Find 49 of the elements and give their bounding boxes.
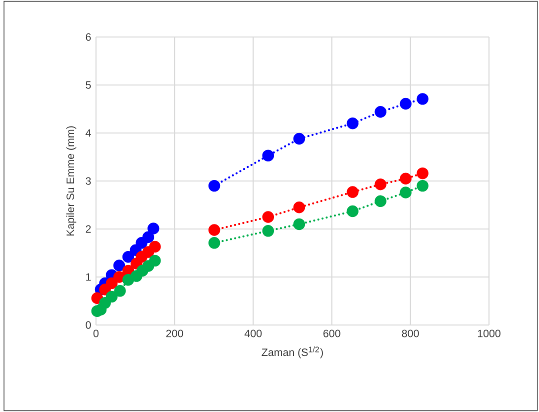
point <box>106 277 118 290</box>
point <box>122 274 134 286</box>
point <box>346 118 359 130</box>
x-tick-label: 1000 <box>478 330 500 338</box>
y-tick-label: 1 <box>86 273 91 281</box>
x-axis-title: Zaman (S$^{1/2}$) <box>262 346 323 358</box>
point <box>122 250 134 263</box>
y-tick-label: 4 <box>86 129 91 137</box>
point <box>149 240 161 253</box>
point <box>148 222 160 234</box>
point <box>416 167 428 180</box>
point <box>416 180 428 192</box>
x-tick-label: 400 <box>244 330 262 338</box>
point <box>346 205 359 218</box>
point <box>208 224 220 236</box>
point <box>346 186 359 198</box>
point <box>374 178 386 190</box>
point <box>208 237 220 249</box>
point <box>106 290 118 303</box>
point <box>99 297 111 309</box>
y-tick-label: 5 <box>86 81 91 89</box>
point <box>400 172 412 184</box>
x-tick-label: 0 <box>93 330 99 338</box>
point <box>114 285 126 297</box>
point <box>208 180 220 192</box>
y-tick-label: 3 <box>86 177 91 185</box>
point <box>293 132 306 145</box>
point <box>374 195 386 208</box>
y-tick-label: 6 <box>86 33 91 41</box>
point <box>400 98 412 110</box>
y-tick-label: 0 <box>86 321 91 329</box>
point <box>262 150 274 162</box>
point <box>400 186 412 198</box>
point <box>262 211 274 223</box>
point <box>293 218 306 230</box>
point <box>416 93 428 105</box>
y-axis-title: Kapiler Su Emme (mm) <box>66 126 76 236</box>
point <box>142 231 154 244</box>
point <box>262 225 274 237</box>
x-tick-label: 600 <box>323 330 340 338</box>
x-tick-label: 200 <box>166 330 184 338</box>
point <box>293 202 306 214</box>
point <box>374 106 386 118</box>
point <box>113 260 126 272</box>
point <box>91 292 104 304</box>
x-tick-label: 800 <box>402 330 419 338</box>
y-tick-label: 2 <box>86 225 91 233</box>
point <box>113 271 126 283</box>
point <box>149 254 161 267</box>
